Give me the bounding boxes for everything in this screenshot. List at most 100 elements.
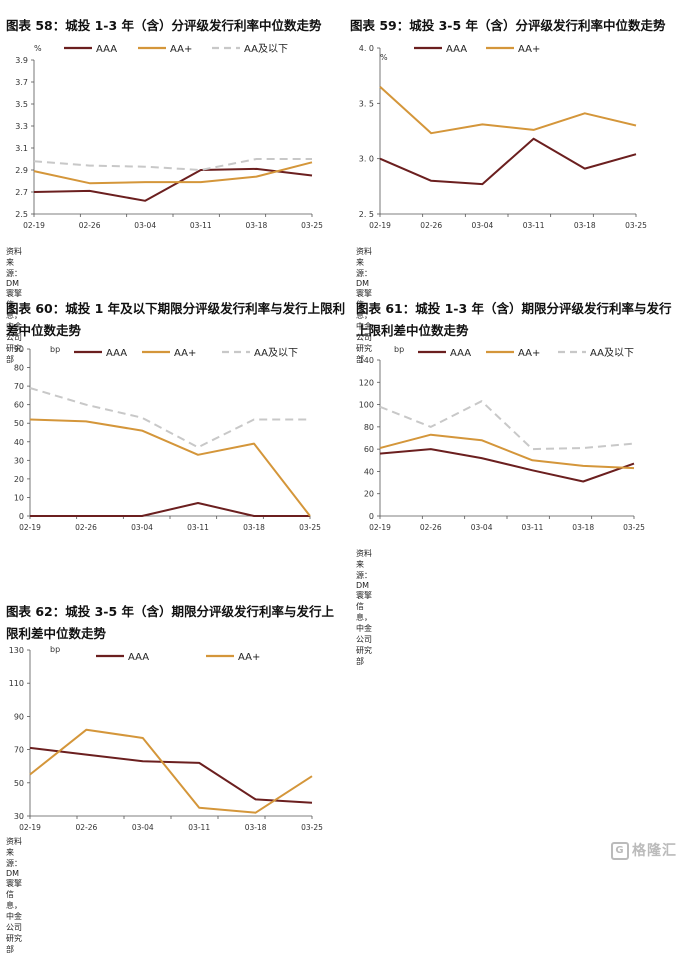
x-tick-label: 02-26	[420, 221, 442, 230]
y-tick-label: 30	[14, 456, 24, 465]
chart-60: 0 10 20 30 40 50 60 70 80 90 02-19 02-26 03-04 03-11 0…	[0, 342, 340, 534]
legend-label-aa-and-below: AA及以下	[254, 347, 298, 359]
series-line-aa-and-below	[30, 388, 310, 447]
chart-title-60: 图表 60：城投 1 年及以下期限分评级发行利率与发行上限利差中位数走势	[6, 298, 346, 342]
x-tick-label: 03-18	[245, 823, 267, 832]
series-line-aaa	[30, 503, 310, 516]
y-tick-label: 130	[9, 646, 24, 655]
watermark-icon: G	[611, 842, 629, 860]
y-tick-label: 40	[364, 467, 374, 476]
x-tick-label: 03-25	[625, 221, 647, 230]
x-tick-label: 03-04	[132, 823, 154, 832]
x-tick-label: 02-26	[420, 523, 442, 532]
legend-label-aaa: AAA	[96, 44, 117, 55]
x-tick-label: 03-11	[187, 523, 209, 532]
x-tick-label: 03-25	[301, 221, 323, 230]
y-tick-label: 3.3	[15, 122, 28, 131]
y-tick-label: 140	[359, 356, 374, 365]
y-tick-label: 0	[19, 512, 24, 521]
y-tick-label: 3.5	[15, 100, 28, 109]
series-line-aa-plus	[380, 87, 636, 134]
series-line-aa-and-below	[34, 159, 312, 170]
y-tick-label: 2.9	[15, 166, 28, 175]
x-tick-label: 03-25	[301, 823, 323, 832]
y-tick-label: 50	[14, 779, 24, 788]
legend-label-aaa: AAA	[106, 348, 127, 359]
unit-label: %	[380, 53, 388, 62]
chart-title-62: 图表 62：城投 3-5 年（含）期限分评级发行利率与发行上限利差中位数走势	[6, 601, 346, 645]
y-tick-label: 0	[369, 512, 374, 521]
legend-label-aa-plus: AA+	[518, 348, 540, 359]
x-tick-label: 03-04	[472, 221, 494, 230]
x-tick-label: 02-26	[76, 823, 98, 832]
x-tick-label: 03-18	[243, 523, 265, 532]
legend-label-aa-and-below: AA及以下	[590, 347, 634, 359]
y-tick-label: 4. 0	[359, 44, 374, 53]
series-line-aaa	[380, 449, 634, 481]
x-tick-label: 03-11	[522, 523, 544, 532]
y-tick-label: 70	[14, 382, 24, 391]
x-tick-label: 03-04	[471, 523, 493, 532]
y-tick-label: 3.1	[15, 144, 28, 153]
x-tick-label: 03-18	[246, 221, 268, 230]
legend-label-aa-plus: AA+	[170, 44, 192, 55]
series-line-aaa	[30, 748, 312, 803]
watermark-text: 格隆汇	[632, 843, 677, 859]
x-tick-label: 02-26	[75, 523, 97, 532]
legend-label-aa-plus: AA+	[518, 44, 540, 55]
series-line-aaa	[380, 139, 636, 184]
y-tick-label: 3. 0	[359, 155, 374, 164]
y-tick-label: 20	[14, 475, 24, 484]
x-tick-label: 02-19	[369, 523, 391, 532]
y-tick-label: 2.7	[15, 188, 28, 197]
x-tick-label: 02-19	[23, 221, 45, 230]
series-line-aa-plus	[30, 420, 310, 517]
y-tick-label: 20	[364, 490, 374, 499]
y-tick-label: 10	[14, 493, 24, 502]
legend-label-aaa: AAA	[128, 652, 149, 663]
y-tick-label: 30	[14, 812, 24, 821]
y-tick-label: 100	[359, 401, 374, 410]
y-tick-label: 80	[364, 423, 374, 432]
y-tick-label: 70	[14, 746, 24, 755]
x-tick-label: 03-04	[134, 221, 156, 230]
x-tick-label: 03-25	[299, 523, 321, 532]
y-tick-label: 2.5	[15, 210, 28, 219]
x-tick-label: 03-04	[131, 523, 153, 532]
unit-label: bp	[394, 345, 404, 354]
x-tick-label: 02-19	[369, 221, 391, 230]
x-tick-label: 03-11	[188, 823, 210, 832]
chart-title-58: 图表 58：城投 1-3 年（含）分评级发行利率中位数走势	[6, 15, 336, 37]
x-tick-label: 03-18	[572, 523, 594, 532]
y-tick-label: 80	[14, 364, 24, 373]
x-tick-label: 02-19	[19, 823, 41, 832]
y-tick-label: 90	[14, 712, 24, 721]
x-tick-label: 02-19	[19, 523, 41, 532]
legend-label-aa-plus: AA+	[238, 652, 260, 663]
x-tick-label: 03-18	[574, 221, 596, 230]
x-tick-label: 02-26	[79, 221, 101, 230]
chart-title-61: 图表 61：城投 1-3 年（含）期限分评级发行利率与发行上限利差中位数走势	[356, 298, 682, 342]
series-line-aa-and-below	[380, 401, 634, 449]
x-tick-label: 03-25	[623, 523, 645, 532]
unit-label: %	[34, 44, 42, 53]
chart-title-59: 图表 59：城投 3-5 年（含）分评级发行利率中位数走势	[350, 15, 680, 37]
y-tick-label: 3. 5	[359, 99, 374, 108]
y-tick-label: 50	[14, 419, 24, 428]
unit-label: bp	[50, 345, 60, 354]
y-tick-label: 90	[14, 345, 24, 354]
y-tick-label: 60	[14, 401, 24, 410]
x-tick-label: 03-11	[190, 221, 212, 230]
x-tick-label: 03-11	[523, 221, 545, 230]
legend-label-aaa: AAA	[446, 44, 467, 55]
y-tick-label: 40	[14, 438, 24, 447]
y-tick-label: 120	[359, 378, 374, 387]
y-tick-label: 3.9	[15, 56, 28, 65]
legend-label-aaa: AAA	[450, 348, 471, 359]
series-line-aa-plus	[380, 435, 634, 468]
